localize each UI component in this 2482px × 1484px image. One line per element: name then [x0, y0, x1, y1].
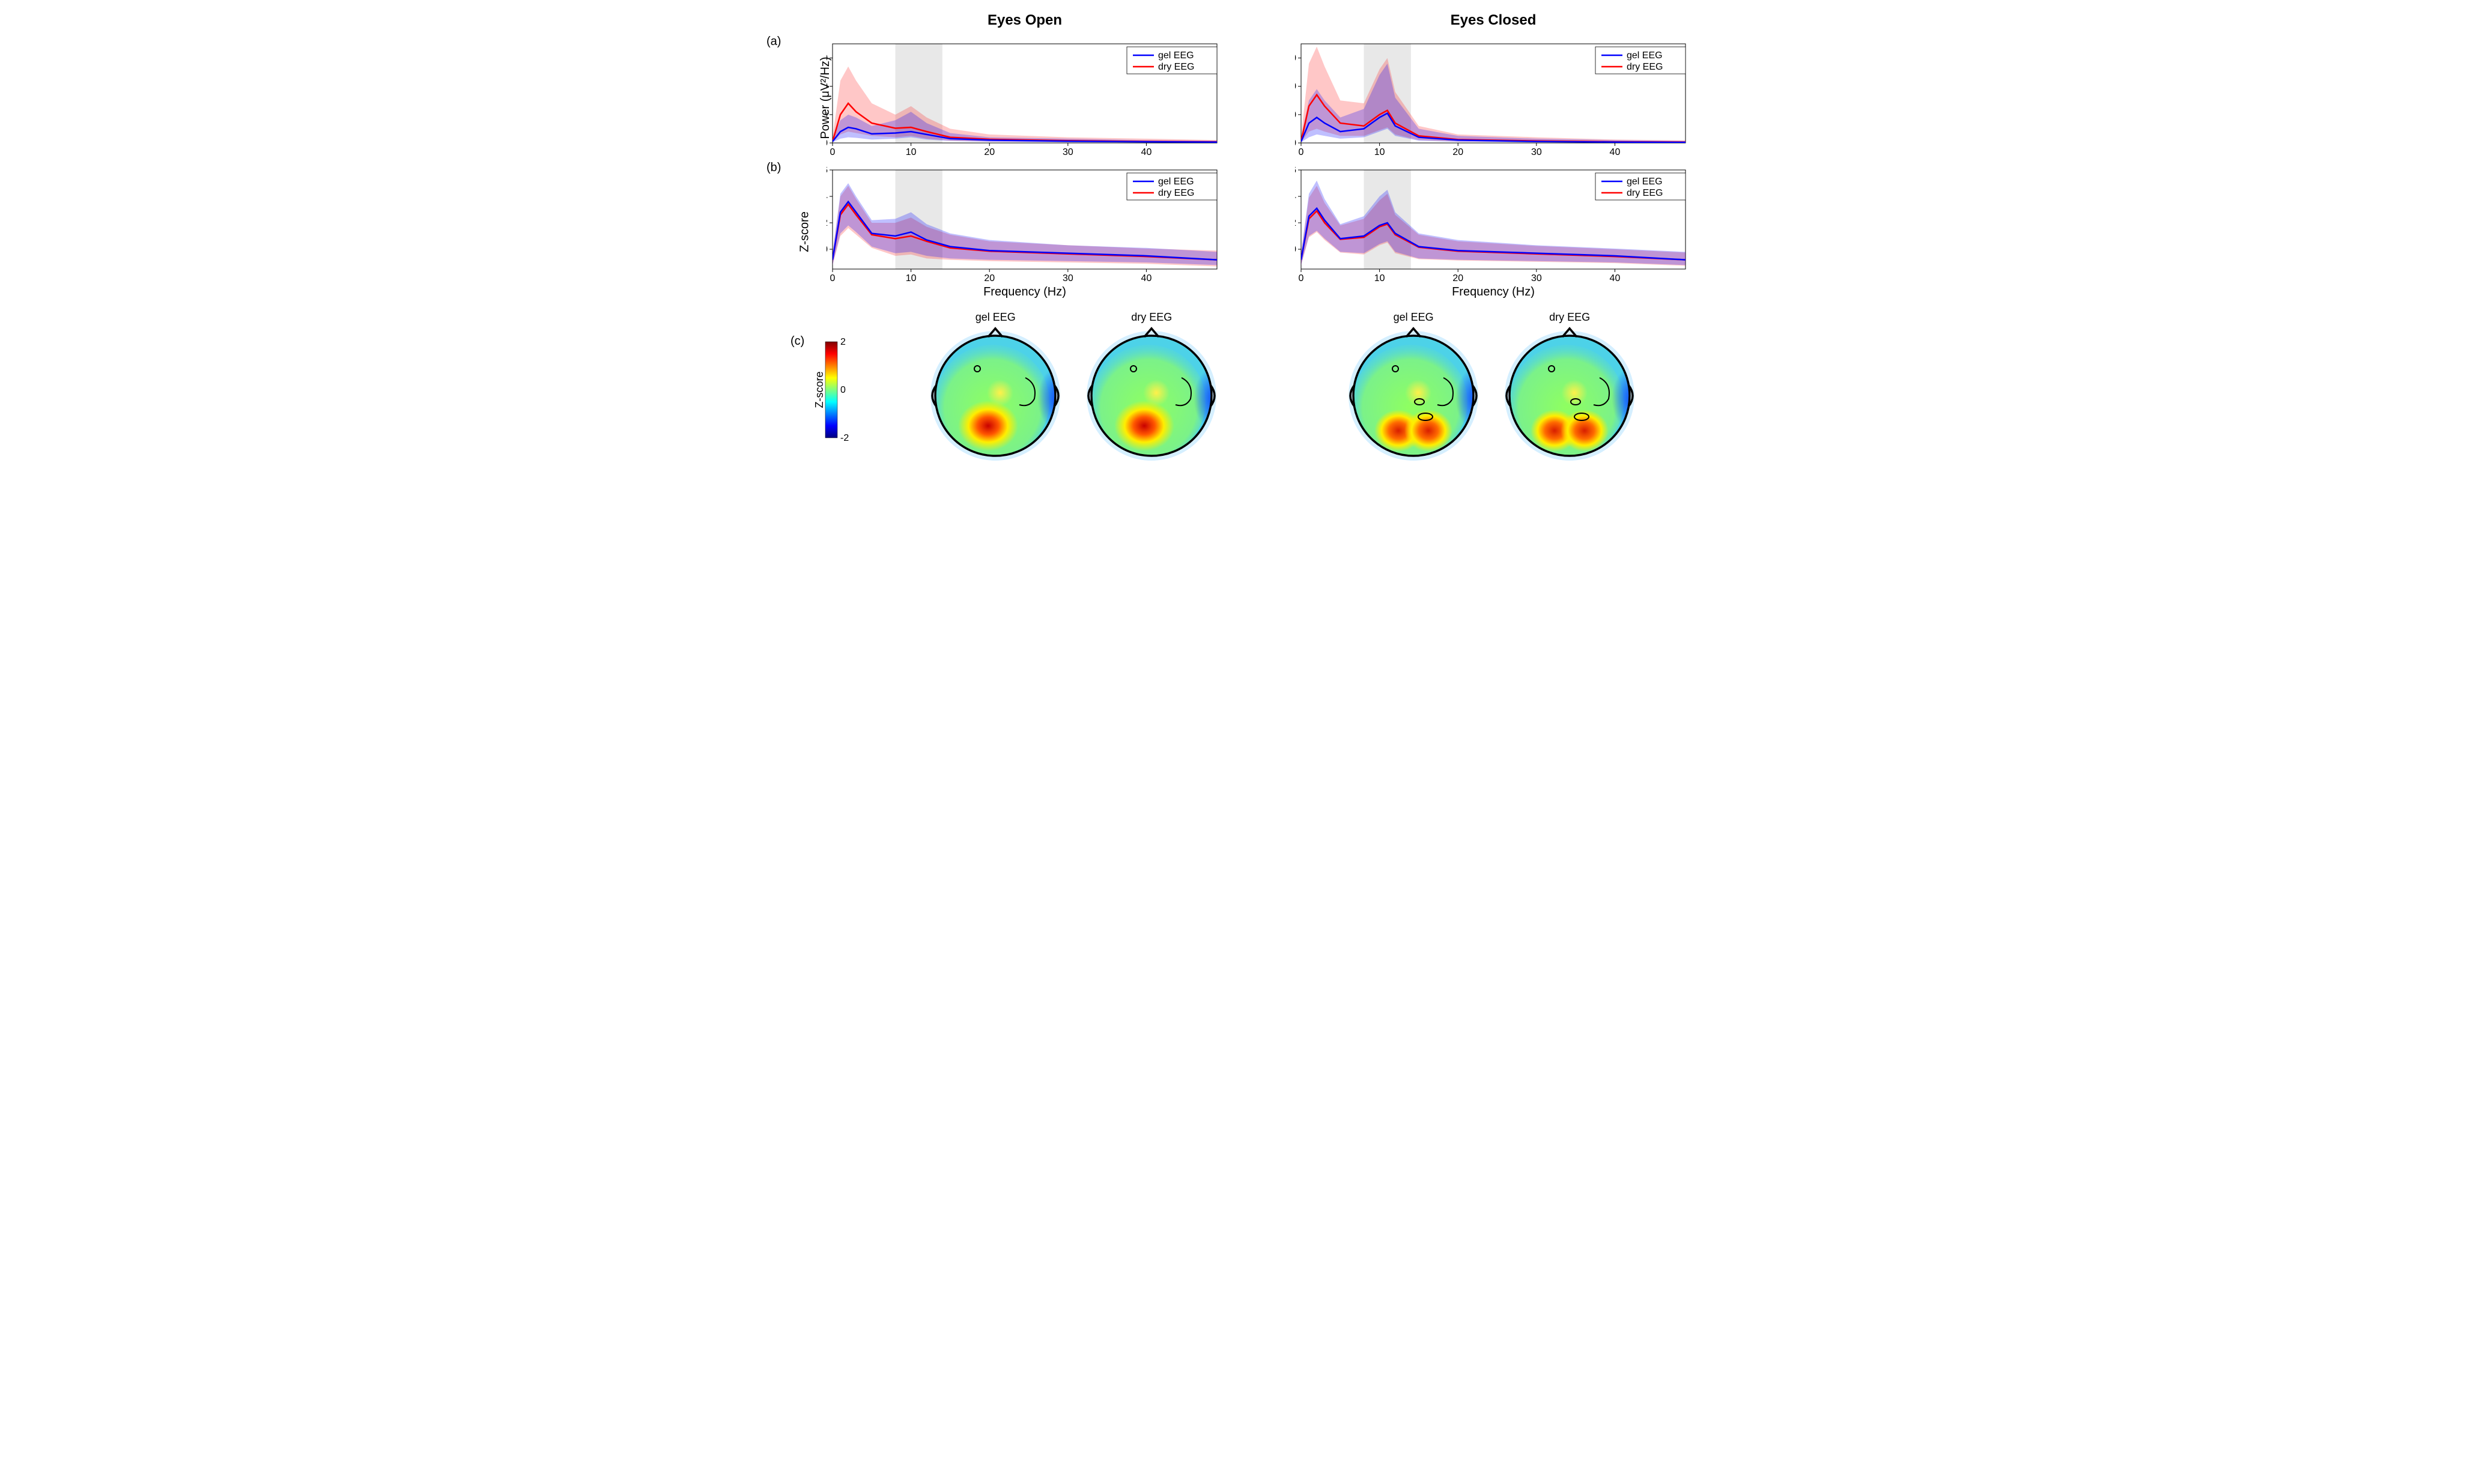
svg-text:2: 2: [1295, 218, 1296, 228]
cb-label: Z-score: [813, 371, 826, 408]
svg-text:0: 0: [1295, 244, 1296, 255]
svg-text:4: 4: [827, 192, 828, 202]
svg-text:gel EEG: gel EEG: [1627, 50, 1663, 61]
svg-text:20: 20: [984, 273, 995, 283]
col-title-right: Eyes Closed: [1295, 12, 1692, 29]
svg-text:0: 0: [1299, 147, 1304, 157]
col-title-left: Eyes Open: [827, 12, 1223, 29]
svg-text:gel EEG: gel EEG: [1158, 50, 1194, 61]
svg-text:30: 30: [1531, 147, 1542, 157]
svg-text:10: 10: [906, 147, 917, 157]
figure-root: Eyes Open Eyes Closed (a) Power (μV²/Hz)…: [790, 12, 1692, 468]
topo-title: dry EEG: [1500, 311, 1639, 324]
svg-text:gel EEG: gel EEG: [1627, 177, 1663, 187]
svg-text:0: 0: [827, 244, 828, 255]
svg-text:10: 10: [906, 273, 917, 283]
svg-text:40: 40: [1610, 273, 1621, 283]
svg-text:gel EEG: gel EEG: [1158, 177, 1194, 187]
topo-group-ec: gel EEG dry EEG: [1291, 311, 1692, 468]
row-b: (b) Z-score 0102030400246gel EEGdry EEG …: [790, 164, 1692, 299]
svg-text:2: 2: [827, 218, 828, 228]
topomap-ec-gel: [1344, 327, 1482, 465]
ylabel-power: Power (μV²/Hz): [819, 56, 833, 139]
svg-text:0: 0: [1295, 138, 1296, 148]
svg-text:40: 40: [1610, 147, 1621, 157]
svg-text:30: 30: [1063, 273, 1073, 283]
xlabel-right: Frequency (Hz): [1295, 285, 1692, 299]
svg-text:10: 10: [1374, 273, 1385, 283]
svg-text:6: 6: [827, 165, 828, 175]
svg-text:30: 30: [1063, 147, 1073, 157]
colorbar-svg: -2 0 2: [822, 330, 855, 450]
svg-text:20: 20: [1295, 82, 1296, 92]
ylabel-z: Z-score: [798, 211, 812, 252]
svg-text:20: 20: [1452, 147, 1463, 157]
svg-text:2: 2: [840, 337, 846, 347]
label-c: (c): [790, 335, 804, 348]
svg-text:30: 30: [1295, 53, 1296, 64]
svg-text:4: 4: [1295, 192, 1296, 202]
topomap-ec-dry: [1500, 327, 1639, 465]
svg-text:dry EEG: dry EEG: [1627, 188, 1663, 198]
chart-power-eo: 0102030400102030gel EEGdry EEG: [827, 38, 1223, 158]
label-a: (a): [766, 35, 781, 49]
svg-text:30: 30: [1531, 273, 1542, 283]
svg-text:20: 20: [1452, 273, 1463, 283]
topo-group-eo: gel EEG dry EEG: [873, 311, 1273, 468]
svg-text:0: 0: [830, 147, 836, 157]
svg-text:0: 0: [1299, 273, 1304, 283]
svg-text:0: 0: [827, 138, 828, 148]
topomap-eo-gel: [926, 327, 1064, 465]
svg-text:10: 10: [1295, 110, 1296, 120]
svg-text:0: 0: [830, 273, 836, 283]
topo-title: dry EEG: [1082, 311, 1221, 324]
title-row: Eyes Open Eyes Closed: [790, 12, 1692, 32]
chart-power-ec: 0 10 20 30 40 0 10 20 30 gel EEGdry EEG: [1295, 38, 1692, 158]
svg-text:-2: -2: [840, 433, 849, 443]
svg-text:20: 20: [984, 147, 995, 157]
svg-text:dry EEG: dry EEG: [1158, 188, 1194, 198]
row-a: (a) Power (μV²/Hz) 0102030400102030gel E…: [790, 38, 1692, 158]
topo-title: gel EEG: [1344, 311, 1482, 324]
label-b: (b): [766, 161, 781, 175]
xlabel-left: Frequency (Hz): [827, 285, 1223, 299]
svg-text:40: 40: [1141, 147, 1152, 157]
svg-text:dry EEG: dry EEG: [1627, 62, 1663, 72]
topo-title: gel EEG: [926, 311, 1064, 324]
svg-text:6: 6: [1295, 165, 1296, 175]
row-c: (c) Z-score -2 0 2 gel EEG dry EEG gel EEG…: [790, 311, 1692, 468]
topomap-eo-dry: [1082, 327, 1221, 465]
svg-text:0: 0: [840, 385, 846, 395]
svg-text:40: 40: [1141, 273, 1152, 283]
svg-text:10: 10: [1374, 147, 1385, 157]
chart-z-eo: 0 10 20 30 40 0 2 4 6 gel EEGdry EEG: [827, 164, 1223, 284]
colorbar: Z-score -202: [822, 330, 855, 450]
chart-z-ec: 0 10 20 30 40 0 2 4 6 gel EEGdry EEG: [1295, 164, 1692, 284]
svg-text:dry EEG: dry EEG: [1158, 62, 1194, 72]
